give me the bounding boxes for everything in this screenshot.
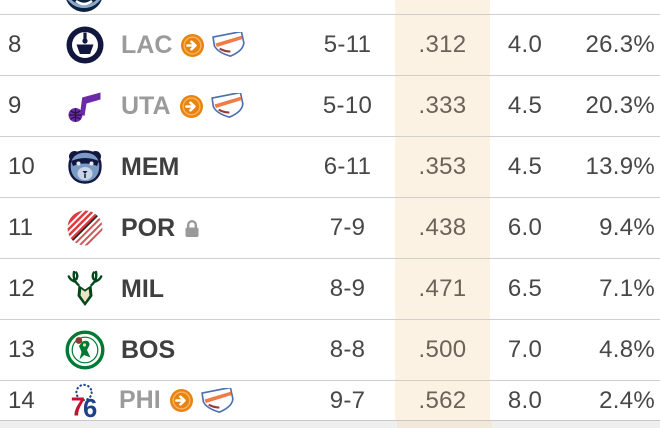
games-behind: 7.0 — [507, 336, 543, 363]
lottery-odds: 20.3% — [585, 92, 655, 119]
record: 5-11 — [323, 31, 372, 58]
games-behind: 6.0 — [507, 214, 543, 241]
lottery-odds: 2.4% — [599, 386, 655, 414]
pct-column-tint — [397, 421, 492, 428]
team-cell[interactable]: BOS — [52, 320, 300, 380]
games-behind: 6.5 — [507, 275, 543, 302]
table-row-partial-top — [0, 0, 660, 14]
table-bottom-border — [0, 420, 660, 421]
pct: .500 — [395, 320, 490, 380]
team-cell[interactable]: MIL — [52, 259, 300, 319]
por-trailblazers-logo-icon — [65, 208, 105, 248]
record: 6-11 — [323, 153, 372, 180]
team-abbreviation: MIL — [121, 274, 165, 303]
lottery-odds: 7.1% — [599, 275, 655, 302]
team-abbreviation: LAC — [121, 30, 173, 59]
table-row: 13 BOS 8-8 .500 7.0 4.8% — [0, 319, 660, 380]
pct: .438 — [395, 198, 490, 258]
lottery-odds: 4.8% — [599, 336, 655, 363]
lottery-odds: 9.4% — [599, 214, 655, 241]
rank: 8 — [8, 31, 22, 58]
team-abbreviation: POR — [121, 213, 176, 242]
games-behind: 4.5 — [507, 92, 543, 119]
pick-traded-arrow-icon — [181, 33, 205, 57]
pct: .312 — [395, 15, 490, 75]
table-row: 12 MIL 8-9 .471 6.5 7.1% — [0, 258, 660, 319]
lac-clippers-logo-icon — [66, 26, 104, 64]
rank: 11 — [8, 214, 33, 241]
team-abbreviation: PHI — [119, 386, 161, 414]
team-abbreviation: BOS — [121, 335, 176, 364]
record: 9-7 — [329, 386, 366, 414]
team-cell[interactable]: MEM — [52, 137, 300, 197]
record: 5-10 — [322, 92, 373, 119]
pct: .471 — [395, 259, 490, 319]
pick-locked-icon — [185, 219, 199, 237]
team-abbreviation: MEM — [121, 152, 180, 181]
table-row: 9 UTA 5-10 .333 4.5 2 — [0, 75, 660, 136]
pick-traded-arrow-icon — [179, 94, 203, 118]
team-cell[interactable]: UTA — [52, 76, 300, 136]
bos-celtics-logo-icon — [65, 330, 105, 370]
mil-bucks-logo-icon — [67, 270, 103, 306]
pick-traded-arrow-icon — [169, 389, 193, 412]
pct-highlight-column — [395, 0, 490, 14]
svg-text:6: 6 — [83, 395, 97, 420]
pct: .353 — [395, 137, 490, 197]
lottery-odds: 13.9% — [585, 153, 655, 180]
rank: 12 — [8, 275, 35, 302]
uta-jazz-logo-icon — [68, 92, 101, 122]
okc-thunder-logo-icon — [200, 387, 234, 413]
record: 8-9 — [329, 275, 366, 302]
page-background-strip — [0, 421, 660, 428]
team-cell[interactable]: POR — [52, 198, 300, 258]
mem-grizzlies-logo-icon — [68, 150, 102, 184]
partial-team-logo-icon — [66, 0, 102, 12]
games-behind: 4.5 — [507, 153, 543, 180]
rank: 13 — [8, 336, 35, 363]
record: 8-8 — [329, 336, 366, 363]
pct: .333 — [395, 76, 490, 136]
table-row: 11 POR 7-9 .438 6.0 9.4% — [0, 197, 660, 258]
table-row: 14 7 6 PHI 9-7 .562 8.0 — [0, 380, 660, 420]
svg-text:7: 7 — [71, 393, 85, 420]
team-cell[interactable]: LAC — [52, 15, 300, 75]
pct: .562 — [395, 381, 490, 420]
phi-76ers-logo-icon: 7 6 — [71, 383, 97, 420]
lottery-odds: 26.3% — [585, 31, 655, 58]
record: 7-9 — [329, 214, 366, 241]
games-behind: 4.0 — [507, 31, 543, 58]
rank: 10 — [8, 153, 35, 180]
table-row: 10 MEM 6-11 .353 4.5 13.9% — [0, 136, 660, 197]
team-cell[interactable]: 7 6 PHI — [52, 381, 300, 420]
table-row: 8 LAC 5-11 — [0, 14, 660, 75]
okc-thunder-logo-icon — [210, 93, 244, 119]
team-abbreviation: UTA — [121, 91, 171, 120]
okc-thunder-logo-icon — [212, 32, 246, 58]
games-behind: 8.0 — [507, 386, 543, 414]
rank: 9 — [8, 92, 22, 119]
rank: 14 — [8, 386, 35, 414]
